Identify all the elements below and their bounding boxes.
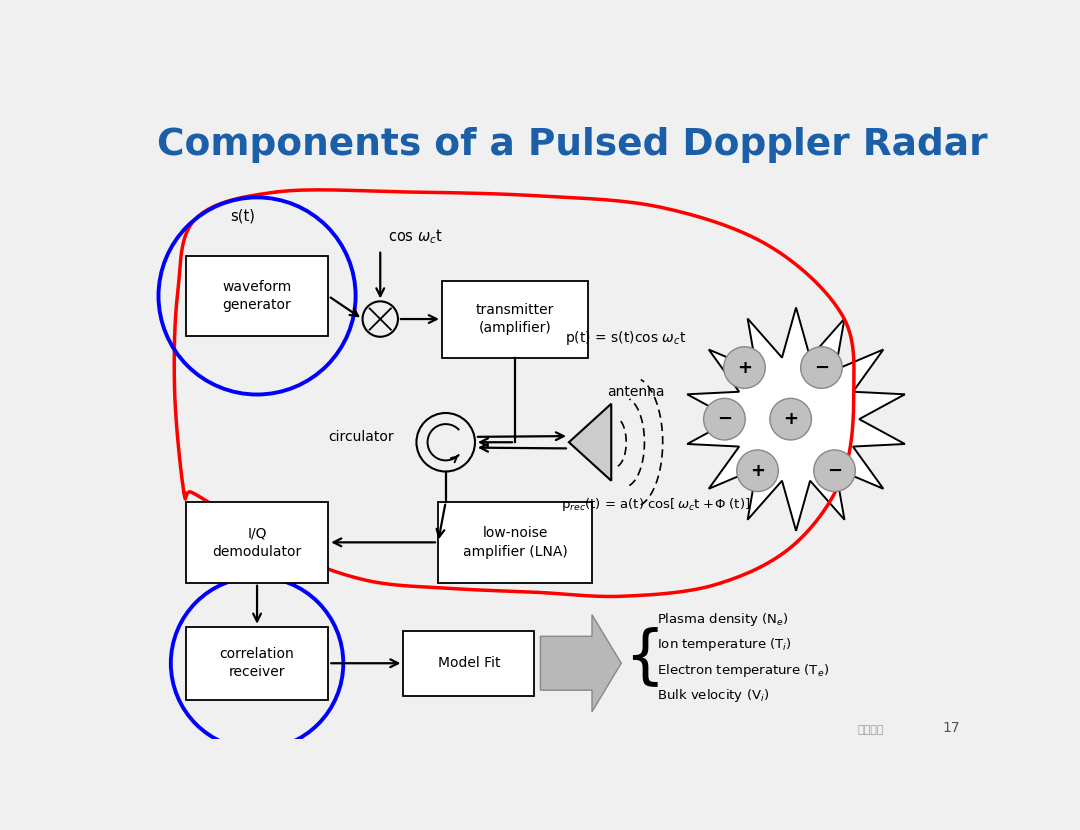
Text: low-noise
amplifier (LNA): low-noise amplifier (LNA) [462,526,567,559]
Circle shape [704,398,745,440]
Polygon shape [569,403,611,481]
Text: Bulk velocity (V$_i$): Bulk velocity (V$_i$) [658,687,770,704]
Text: correlation
receiver: correlation receiver [219,647,295,680]
FancyBboxPatch shape [186,502,328,583]
Text: Plasma density (N$_e$): Plasma density (N$_e$) [658,611,789,627]
Text: antenna: antenna [607,385,665,399]
FancyBboxPatch shape [186,256,328,336]
Text: p$_{rec}$(t) = a(t) cos[$\,\omega_c$t +$\Phi$ (t)]: p$_{rec}$(t) = a(t) cos[$\,\omega_c$t +$… [562,496,751,513]
Text: I/Q
demodulator: I/Q demodulator [213,526,301,559]
Circle shape [800,347,842,388]
Text: Model Fit: Model Fit [437,657,500,671]
Text: transmitter
(amplifier): transmitter (amplifier) [476,303,554,335]
Circle shape [813,450,855,491]
Text: Ion temperature (T$_i$): Ion temperature (T$_i$) [658,637,792,653]
FancyBboxPatch shape [403,631,535,696]
Text: Components of a Pulsed Doppler Radar: Components of a Pulsed Doppler Radar [157,126,987,163]
Circle shape [737,450,779,491]
Text: {: { [624,626,664,688]
Circle shape [770,398,811,440]
FancyBboxPatch shape [438,502,592,583]
Text: −: − [717,410,732,428]
Polygon shape [687,307,905,531]
Circle shape [724,347,766,388]
Text: 时沿科技: 时沿科技 [858,725,885,735]
Text: circulator: circulator [328,430,393,444]
Text: waveform
generator: waveform generator [222,280,292,312]
Text: +: + [783,410,798,428]
FancyBboxPatch shape [442,281,589,358]
Text: −: − [827,461,842,480]
Text: cos $\omega_c$t: cos $\omega_c$t [388,227,443,246]
FancyBboxPatch shape [186,627,328,700]
Text: 17: 17 [943,720,960,735]
Text: s(t): s(t) [230,209,255,224]
Text: −: − [814,359,829,377]
Text: +: + [750,461,765,480]
Polygon shape [540,615,621,712]
Text: p(t) = s(t)cos $\omega_c$t: p(t) = s(t)cos $\omega_c$t [565,330,686,347]
Text: +: + [737,359,752,377]
Text: Electron temperature (T$_e$): Electron temperature (T$_e$) [658,662,829,679]
